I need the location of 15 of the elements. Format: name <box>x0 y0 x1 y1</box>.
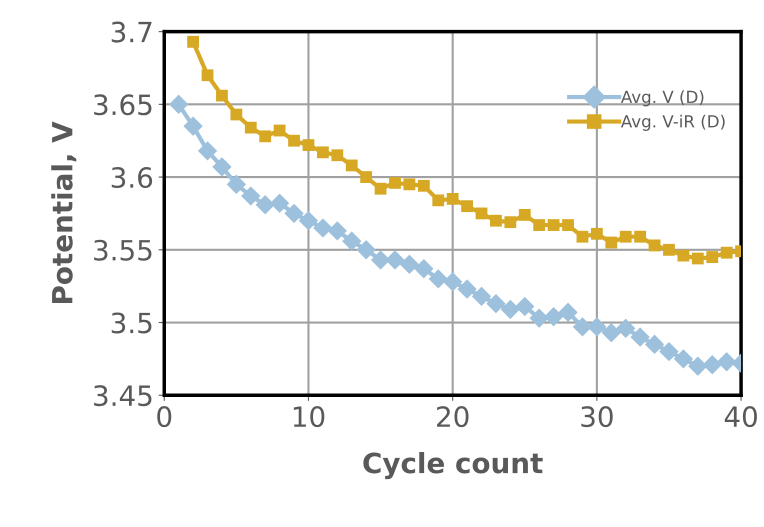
x-tick-label: 10 <box>294 406 324 428</box>
x-tick-label: 20 <box>437 406 468 428</box>
x-tick-label: 40 <box>724 406 757 428</box>
y-tick-label: 3.6 <box>112 167 152 188</box>
x-tick-label: 0 <box>157 406 172 428</box>
x-axis-title: Cycle count <box>363 452 543 480</box>
y-tick-label: 3.5 <box>112 312 152 334</box>
y-tick-label: 3.55 <box>94 240 152 261</box>
legend-label: Avg. V (D) <box>620 90 704 106</box>
x-tick-label: 30 <box>581 406 613 428</box>
legend-label: Avg. V-iR (D) <box>620 114 725 131</box>
y-tick-label: 3.7 <box>112 22 152 43</box>
y-tick-label: 3.45 <box>94 385 152 406</box>
y-axis-title: Potential, V <box>51 122 76 303</box>
y-tick-label: 3.65 <box>94 94 152 116</box>
